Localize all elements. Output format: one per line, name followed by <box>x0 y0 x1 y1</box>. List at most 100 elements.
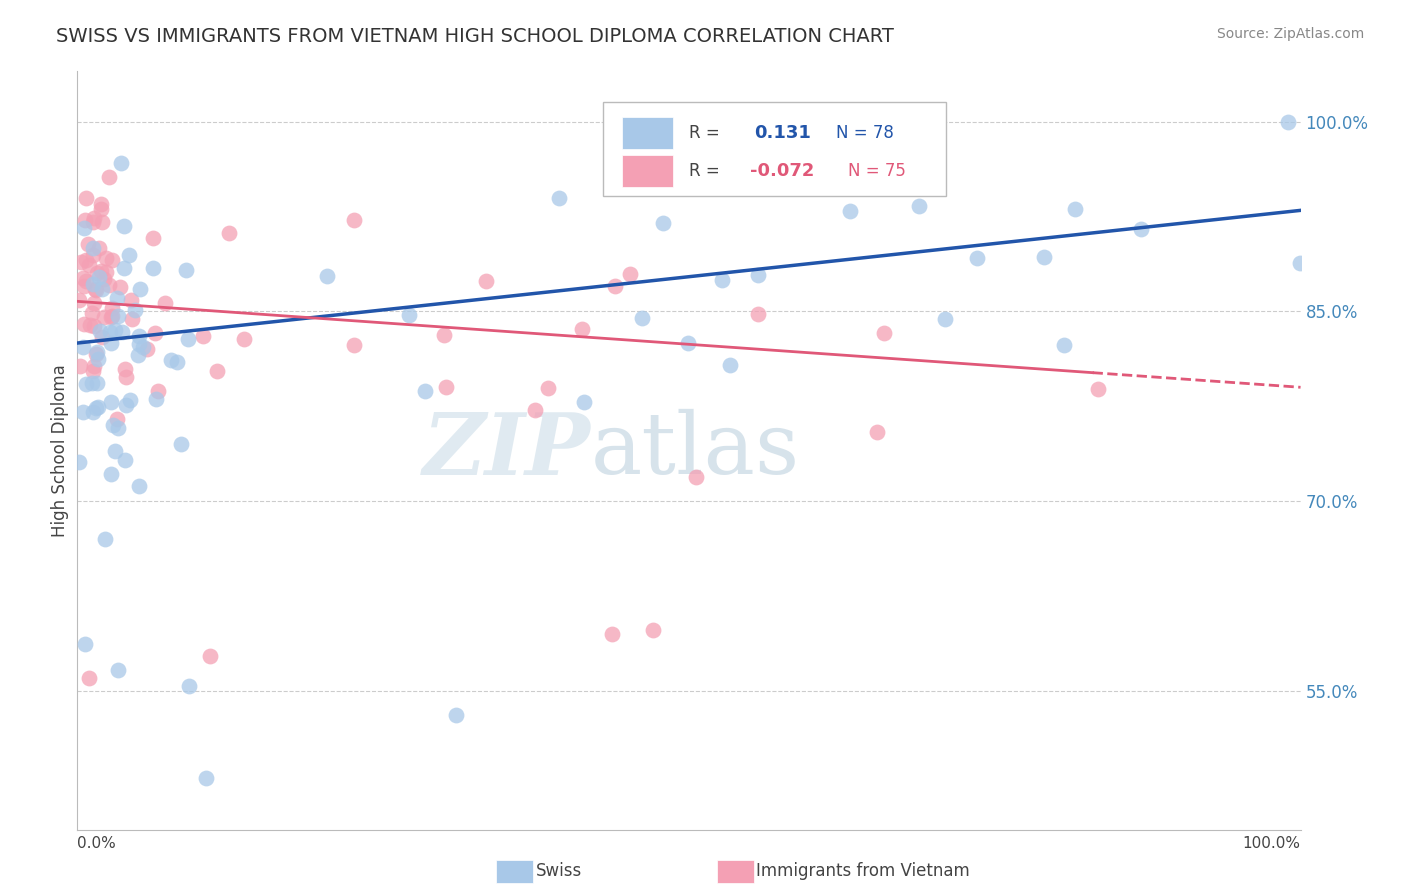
Point <box>132 340 155 354</box>
Point <box>83 359 105 373</box>
Point <box>86 376 108 391</box>
Point <box>108 280 131 294</box>
Text: Swiss: Swiss <box>536 863 582 880</box>
Point <box>83 295 105 310</box>
Point <box>218 227 240 241</box>
Point <box>107 420 129 434</box>
Point <box>94 251 117 265</box>
Point <box>100 395 122 409</box>
Point <box>110 156 132 170</box>
Point <box>73 213 96 227</box>
Point <box>155 296 177 310</box>
Text: 0.131: 0.131 <box>754 124 811 142</box>
Point <box>100 325 122 339</box>
Point <box>121 312 143 326</box>
Point <box>80 306 103 320</box>
Point <box>170 437 193 451</box>
Point <box>177 680 200 694</box>
Point <box>676 336 699 351</box>
Point <box>600 626 623 640</box>
Point <box>100 309 122 323</box>
Point <box>747 308 769 322</box>
Point <box>90 214 112 228</box>
Point <box>233 332 256 346</box>
Point <box>93 272 115 286</box>
Point <box>619 267 641 281</box>
FancyBboxPatch shape <box>621 117 673 149</box>
Point <box>142 230 165 244</box>
Point <box>75 637 97 651</box>
Point <box>107 309 129 323</box>
Point <box>718 358 741 372</box>
Text: 100.0%: 100.0% <box>1243 836 1301 851</box>
FancyBboxPatch shape <box>603 102 946 196</box>
Point <box>76 236 98 251</box>
Point <box>82 241 104 255</box>
Point <box>1288 255 1310 269</box>
Point <box>128 328 150 343</box>
Point <box>111 326 134 340</box>
Point <box>475 275 498 289</box>
Point <box>205 364 228 378</box>
Text: 0.0%: 0.0% <box>77 836 117 851</box>
Point <box>934 312 956 326</box>
Point <box>100 335 122 350</box>
Point <box>100 252 122 267</box>
Point <box>90 263 112 277</box>
Text: N = 75: N = 75 <box>848 161 905 179</box>
Point <box>685 469 707 483</box>
Point <box>652 217 675 231</box>
Point <box>69 455 91 469</box>
Point <box>194 771 217 785</box>
Point <box>93 310 115 325</box>
Point <box>548 190 571 204</box>
Point <box>193 329 215 343</box>
Point <box>84 401 107 415</box>
Point <box>136 342 159 356</box>
Point <box>129 282 152 296</box>
Point <box>79 318 101 333</box>
Point <box>82 277 104 291</box>
Point <box>101 301 124 316</box>
Point <box>94 265 117 279</box>
Point <box>69 359 91 373</box>
Point <box>90 329 112 343</box>
Point <box>413 384 436 398</box>
Point <box>105 291 128 305</box>
Point <box>75 274 97 288</box>
Point <box>316 268 339 283</box>
Point <box>82 215 104 229</box>
Point <box>120 392 142 407</box>
Point <box>605 279 627 293</box>
Point <box>747 268 769 282</box>
Point <box>77 671 100 685</box>
Point <box>728 172 751 186</box>
Point <box>98 170 121 185</box>
Point <box>75 190 97 204</box>
Point <box>77 258 100 272</box>
Point <box>444 707 467 722</box>
Point <box>75 252 97 267</box>
Point <box>127 348 149 362</box>
Point <box>84 283 107 297</box>
Text: Source: ZipAtlas.com: Source: ZipAtlas.com <box>1216 27 1364 41</box>
Text: SWISS VS IMMIGRANTS FROM VIETNAM HIGH SCHOOL DIPLOMA CORRELATION CHART: SWISS VS IMMIGRANTS FROM VIETNAM HIGH SC… <box>56 27 894 45</box>
Point <box>1087 382 1109 396</box>
Point <box>873 326 896 341</box>
Point <box>112 260 135 275</box>
Point <box>72 271 94 285</box>
Text: ZIP: ZIP <box>423 409 591 492</box>
Point <box>82 376 104 390</box>
Point <box>86 267 108 281</box>
Point <box>160 353 183 368</box>
Y-axis label: High School Diploma: High School Diploma <box>51 364 69 537</box>
Point <box>1277 115 1299 129</box>
Point <box>114 453 136 467</box>
Point <box>73 220 96 235</box>
Text: -0.072: -0.072 <box>751 161 814 179</box>
Point <box>72 405 94 419</box>
Point <box>146 384 169 399</box>
Point <box>433 327 456 342</box>
Point <box>343 212 366 227</box>
Point <box>72 340 94 354</box>
